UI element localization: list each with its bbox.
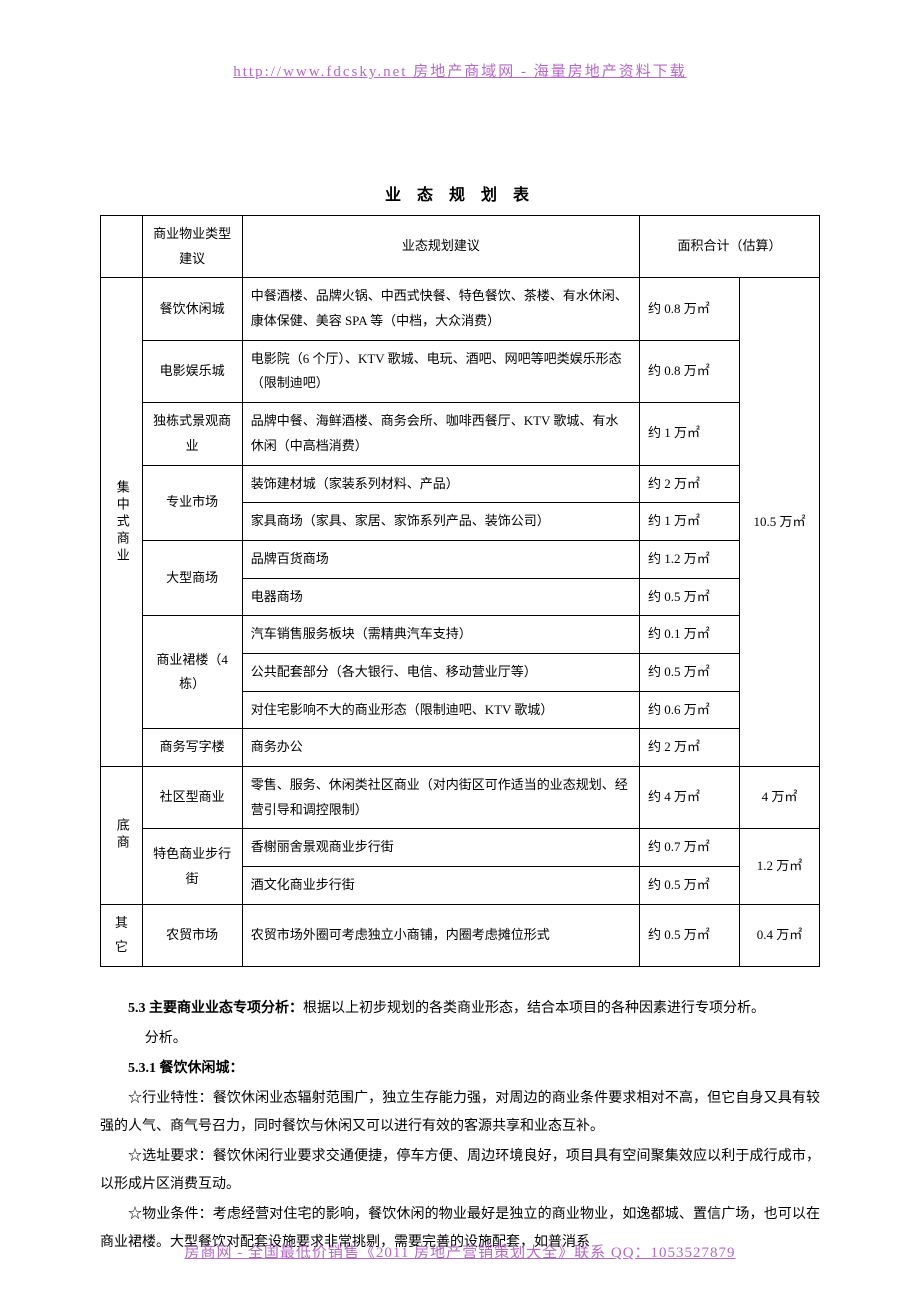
cat2-label: 电影娱乐城 — [142, 340, 242, 402]
row-area: 约 2 万㎡ — [640, 729, 740, 767]
section-53-text-cont: 分析。 — [100, 1025, 820, 1053]
table-row: 其它 农贸市场 农贸市场外圈可考虑独立小商铺，内圈考虑摊位形式 约 0.5 万㎡… — [101, 904, 820, 966]
group-total: 10.5 万㎡ — [740, 278, 820, 767]
table-row: 独栋式景观商业 品牌中餐、海鲜酒楼、商务会所、咖啡西餐厅、KTV 歌城、有水休闲… — [101, 403, 820, 465]
col-header-type: 商业物业类型建议 — [142, 216, 242, 278]
row-area: 约 0.8 万㎡ — [640, 340, 740, 402]
row-desc: 电器商场 — [242, 578, 639, 616]
table-row: 大型商场 品牌百货商场 约 1.2 万㎡ — [101, 540, 820, 578]
cat2-label: 大型商场 — [142, 540, 242, 615]
row-area: 约 0.5 万㎡ — [640, 867, 740, 905]
footer-watermark: 房商网 - 全国最低价销售《2011 房地产营销策划大全》联系 QQ：10535… — [0, 1241, 920, 1262]
row-desc: 装饰建材城（家装系列材料、产品） — [242, 465, 639, 503]
row-desc: 对住宅影响不大的商业形态（限制迪吧、KTV 歌城） — [242, 691, 639, 729]
col-header-area: 面积合计（估算） — [640, 216, 820, 278]
table-header-row: 商业物业类型建议 业态规划建议 面积合计（估算） — [101, 216, 820, 278]
row-desc: 零售、服务、休闲类社区商业（对内街区可作适当的业态规划、经营引导和调控限制） — [242, 767, 639, 829]
cat2-label: 社区型商业 — [142, 767, 242, 829]
row-area: 约 0.5 万㎡ — [640, 904, 740, 966]
row-area: 约 0.1 万㎡ — [640, 616, 740, 654]
cat2-label: 独栋式景观商业 — [142, 403, 242, 465]
row-area: 约 1 万㎡ — [640, 403, 740, 465]
row-desc: 香榭丽舍景观商业步行街 — [242, 829, 639, 867]
table-row: 集中式商业 餐饮休闲城 中餐酒楼、品牌火锅、中西式快餐、特色餐饮、茶楼、有水休闲… — [101, 278, 820, 340]
row-area: 约 0.7 万㎡ — [640, 829, 740, 867]
row-area: 约 4 万㎡ — [640, 767, 740, 829]
body-text: 5.3 主要商业业态专项分析：根据以上初步规划的各类商业形态，结合本项目的各种因… — [100, 995, 820, 1257]
row-desc: 品牌中餐、海鲜酒楼、商务会所、咖啡西餐厅、KTV 歌城、有水休闲（中高档消费） — [242, 403, 639, 465]
col-header-desc: 业态规划建议 — [242, 216, 639, 278]
row-area: 约 0.5 万㎡ — [640, 578, 740, 616]
star-icon: ☆行业特性： — [128, 1091, 213, 1106]
table-row: 电影娱乐城 电影院（6 个厅）、KTV 歌城、电玩、酒吧、网吧等吧类娱乐形态（限… — [101, 340, 820, 402]
row-area: 约 0.8 万㎡ — [640, 278, 740, 340]
row-desc: 酒文化商业步行街 — [242, 867, 639, 905]
group-total: 1.2 万㎡ — [740, 829, 820, 904]
row-desc: 家具商场（家具、家居、家饰系列产品、装饰公司） — [242, 503, 639, 541]
cat2-label: 专业市场 — [142, 465, 242, 540]
star-icon: ☆物业条件： — [128, 1207, 213, 1222]
cat1-label: 集中式商业 — [109, 480, 134, 565]
row-desc: 中餐酒楼、品牌火锅、中西式快餐、特色餐饮、茶楼、有水休闲、康体保健、美容 SPA… — [242, 278, 639, 340]
group-total: 0.4 万㎡ — [740, 904, 820, 966]
table-row: 商业裙楼（4 栋） 汽车销售服务板块（需精典汽车支持） 约 0.1 万㎡ — [101, 616, 820, 654]
cat2-label: 商务写字楼 — [142, 729, 242, 767]
group-total: 4 万㎡ — [740, 767, 820, 829]
section-531-head: 5.3.1 餐饮休闲城： — [128, 1061, 244, 1076]
row-desc: 商务办公 — [242, 729, 639, 767]
table-row: 商务写字楼 商务办公 约 2 万㎡ — [101, 729, 820, 767]
table-row: 特色商业步行街 香榭丽舍景观商业步行街 约 0.7 万㎡ 1.2 万㎡ — [101, 829, 820, 867]
header-watermark: http://www.fdcsky.net 房地产商域网 - 海量房地产资料下载 — [100, 60, 820, 81]
row-desc: 电影院（6 个厅）、KTV 歌城、电玩、酒吧、网吧等吧类娱乐形态（限制迪吧） — [242, 340, 639, 402]
row-area: 约 1.2 万㎡ — [640, 540, 740, 578]
cat2-label: 特色商业步行街 — [142, 829, 242, 904]
cat2-label: 商业裙楼（4 栋） — [142, 616, 242, 729]
row-desc: 品牌百货商场 — [242, 540, 639, 578]
table-row: 底商 社区型商业 零售、服务、休闲类社区商业（对内街区可作适当的业态规划、经营引… — [101, 767, 820, 829]
row-area: 约 0.5 万㎡ — [640, 653, 740, 691]
cat2-label: 农贸市场 — [142, 904, 242, 966]
row-area: 约 0.6 万㎡ — [640, 691, 740, 729]
row-desc: 汽车销售服务板块（需精典汽车支持） — [242, 616, 639, 654]
row-desc: 农贸市场外圈可考虑独立小商铺，内圈考虑摊位形式 — [242, 904, 639, 966]
table-title: 业 态 规 划 表 — [100, 181, 820, 205]
row-desc: 公共配套部分（各大银行、电信、移动营业厅等） — [242, 653, 639, 691]
cat1-label: 其它 — [101, 904, 143, 966]
row-area: 约 2 万㎡ — [640, 465, 740, 503]
cat1-label: 底商 — [109, 818, 134, 852]
planning-table: 商业物业类型建议 业态规划建议 面积合计（估算） 集中式商业 餐饮休闲城 中餐酒… — [100, 215, 820, 967]
row-area: 约 1 万㎡ — [640, 503, 740, 541]
cat2-label: 餐饮休闲城 — [142, 278, 242, 340]
star-icon: ☆选址要求： — [128, 1149, 213, 1164]
section-53-text: 根据以上初步规划的各类商业形态，结合本项目的各种因素进行专项分析。 — [303, 1001, 765, 1016]
section-53-head: 5.3 主要商业业态专项分析： — [128, 1001, 303, 1016]
table-row: 专业市场 装饰建材城（家装系列材料、产品） 约 2 万㎡ — [101, 465, 820, 503]
